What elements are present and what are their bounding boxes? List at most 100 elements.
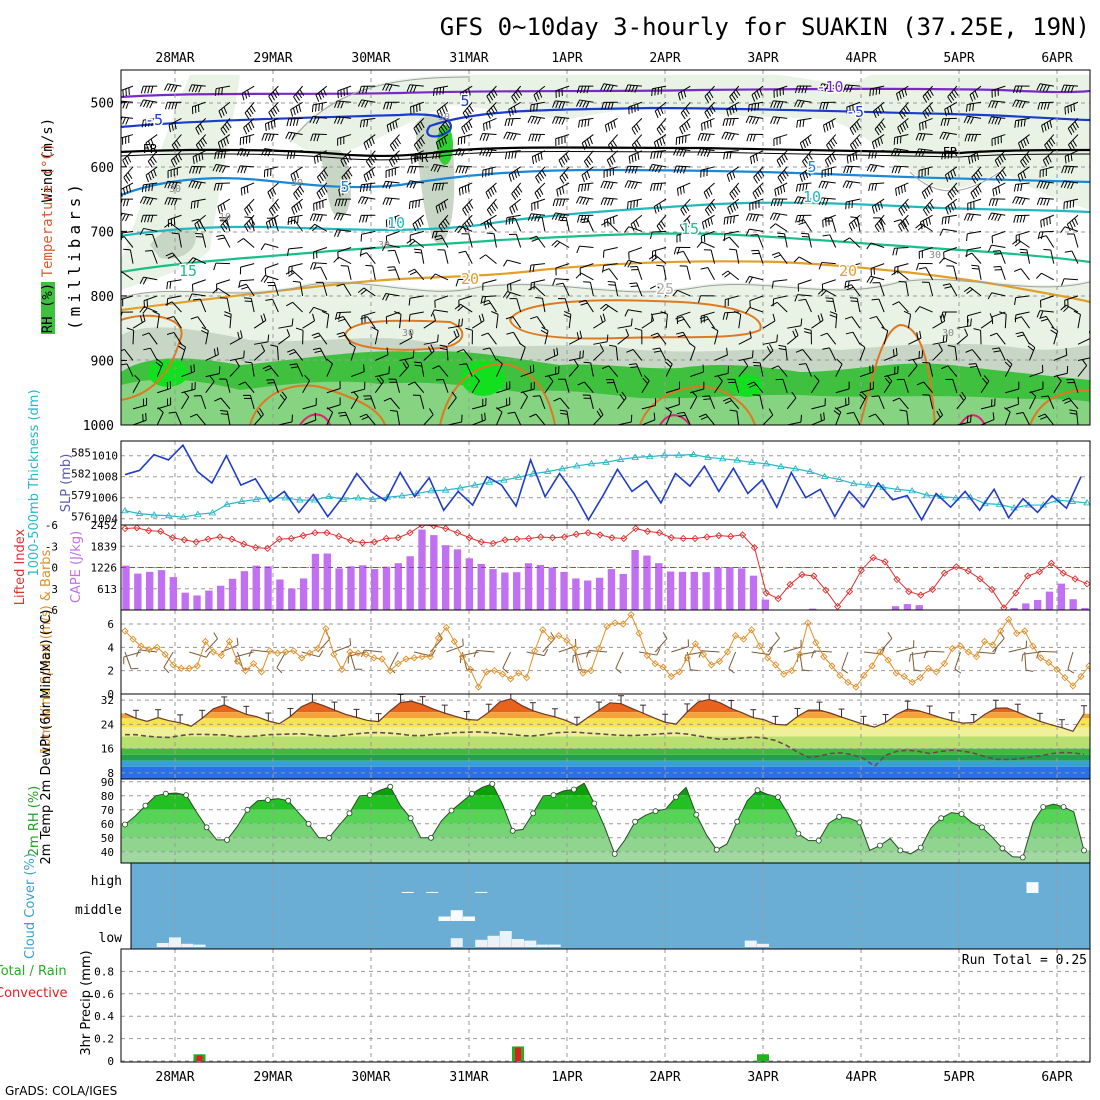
cape-bar [737, 568, 746, 610]
cloud-bar [450, 938, 463, 947]
cape-bar [394, 563, 402, 610]
wind-barb [316, 182, 328, 200]
wind-barb [630, 266, 643, 280]
wind-barb [430, 163, 449, 173]
wind-barb [287, 219, 304, 232]
wind-barb [530, 316, 546, 329]
wind-barb [486, 232, 497, 248]
wind-barb [991, 347, 1006, 361]
wind-barb [239, 134, 255, 146]
wind-barb [680, 101, 691, 120]
wind-barb [580, 218, 594, 232]
wind-barb [615, 651, 624, 674]
wind-speed-marker [506, 675, 515, 683]
wind-barb [213, 182, 230, 191]
wind-barb [965, 252, 982, 264]
wind-barb [794, 99, 812, 108]
wind-barb [408, 311, 424, 322]
wind-barb [738, 330, 752, 345]
wind-barb [336, 283, 352, 297]
wind-barb [866, 242, 885, 250]
rh-contour-label: 30 [402, 328, 414, 339]
temp-band [121, 748, 1090, 755]
wind-barb [302, 397, 317, 410]
date-label: 5APR [943, 1070, 974, 1085]
wind-barb [914, 306, 933, 313]
wind-barb [850, 216, 861, 232]
wind-barb [688, 342, 696, 361]
wind-barb [337, 85, 352, 99]
wind-barb [217, 198, 231, 214]
wind-barb [1036, 650, 1057, 659]
wind-barb [631, 134, 643, 152]
rh-label: RH (%) [40, 283, 56, 334]
wind-barb [413, 118, 425, 135]
wind-speed-marker [1045, 658, 1053, 667]
lifted-index-marker [323, 529, 331, 537]
wind-barb [723, 214, 739, 225]
rh-marker [468, 790, 475, 797]
cloud-bar [156, 943, 169, 947]
wind-barb [908, 350, 924, 361]
cape-bar [702, 572, 710, 610]
wind-barb [593, 313, 606, 329]
thickness-marker [908, 486, 916, 494]
lifted-index-marker [156, 527, 165, 536]
date-label: 3APR [747, 1070, 778, 1085]
wind-barb [835, 381, 850, 394]
wind-barb [1053, 347, 1068, 361]
rh-marker [775, 794, 781, 801]
wind-barb [326, 407, 334, 425]
wind-barb [999, 311, 1007, 329]
wind-barb [193, 395, 207, 410]
wind-barbs-profile [121, 70, 1090, 425]
wind-barb [898, 280, 909, 296]
cape-bar [489, 569, 497, 610]
wind-barb [423, 344, 435, 361]
lifted-index-marker [370, 538, 379, 546]
lifted-index-marker [976, 575, 984, 583]
wind-barb [187, 257, 206, 265]
wind-barb [435, 198, 449, 214]
wind-barb [893, 219, 909, 232]
cape-bar [228, 578, 237, 610]
wind-barb [956, 328, 969, 345]
wind-barb [700, 311, 715, 324]
wind-barb [656, 118, 667, 136]
thickness-marker [529, 469, 537, 477]
wind-barb [529, 235, 546, 248]
cloud-bars [156, 882, 1039, 947]
wind-barb [1061, 84, 1079, 93]
wind-barb [824, 217, 837, 232]
wind-barb [399, 330, 413, 345]
wind-speed-marker [691, 640, 700, 648]
wind-barb [987, 244, 1006, 252]
wind-barb [142, 332, 158, 345]
wind-barb [617, 318, 633, 329]
cape-bar [607, 569, 616, 610]
wind-barb [898, 214, 910, 232]
wind-barb [947, 182, 959, 200]
wind-barb [672, 148, 691, 157]
wind-speed-marker [796, 650, 804, 658]
wind-barb [898, 198, 910, 216]
wind-barb [338, 411, 352, 425]
wind-barb [727, 198, 740, 215]
cape-bar [643, 555, 651, 610]
wind-barb [286, 247, 303, 257]
wind-barb [363, 134, 376, 150]
cape-bar [288, 588, 296, 610]
wind-barb [528, 133, 545, 142]
lifted-index-marker [655, 529, 664, 537]
cape-bar [714, 567, 722, 610]
rh-contour-label: 30 [378, 240, 390, 251]
wind-barb [1024, 651, 1034, 672]
lifted-index-line [124, 525, 1088, 609]
wind-barb [665, 407, 672, 425]
wind-barb [697, 132, 715, 142]
wind-barb [1061, 278, 1079, 286]
rh-marker [183, 792, 190, 798]
wind-barb [399, 359, 410, 377]
cloud-bar [475, 939, 488, 947]
